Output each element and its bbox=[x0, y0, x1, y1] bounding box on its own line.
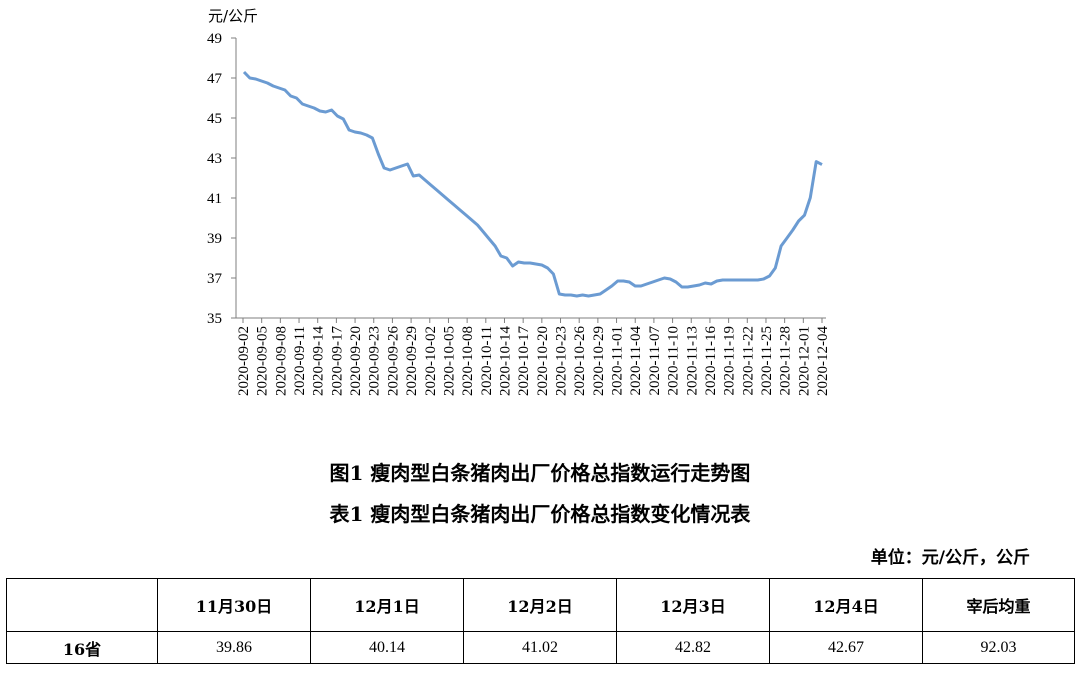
header-cell-weight: 宰后均重 bbox=[922, 578, 1075, 632]
header-cell-dec4: 12月4日 bbox=[769, 578, 923, 632]
table-header-row: 11月30日 12月1日 12月2日 12月3日 12月4日 宰后均重 bbox=[6, 578, 1075, 632]
x-tick-label: 2020-11-10 bbox=[666, 326, 682, 395]
cell-nov30: 39.86 bbox=[157, 631, 311, 664]
x-tick-label: 2020-10-17 bbox=[516, 326, 532, 396]
cell-dec4: 42.67 bbox=[769, 631, 923, 664]
y-axis-title: 元/公斤 bbox=[208, 7, 258, 25]
x-tick-label: 2020-09-08 bbox=[273, 326, 289, 396]
y-tick-label: 45 bbox=[207, 111, 222, 127]
series-line bbox=[242, 70, 823, 298]
x-tick-label: 2020-09-23 bbox=[367, 326, 383, 396]
y-tick-labels: 35 37 39 41 43 45 47 49 bbox=[207, 31, 223, 327]
y-tick-label: 41 bbox=[207, 191, 222, 207]
x-tick-label: 2020-09-17 bbox=[329, 326, 345, 396]
figure-caption: 图1 瘦肉型白条猪肉出厂价格总指数运行走势图 bbox=[329, 461, 751, 485]
y-tick-label: 43 bbox=[207, 151, 222, 167]
x-tick-labels: 2020-09-02 2020-09-05 2020-09-08 2020-09-11… bbox=[236, 326, 831, 396]
cell-dec1: 40.14 bbox=[310, 631, 464, 664]
row-label: 16省 bbox=[6, 631, 158, 664]
cell-dec3: 42.82 bbox=[616, 631, 770, 664]
cell-dec2: 41.02 bbox=[463, 631, 617, 664]
axes bbox=[231, 37, 826, 323]
header-cell-blank bbox=[6, 578, 158, 632]
x-tick-label: 2020-11-28 bbox=[778, 326, 794, 395]
x-tick-label: 2020-11-07 bbox=[647, 326, 663, 396]
x-tick-label: 2020-10-11 bbox=[479, 326, 495, 395]
x-tick-label: 2020-10-23 bbox=[554, 326, 570, 396]
y-tick-label: 35 bbox=[207, 311, 222, 327]
header-cell-dec1: 12月1日 bbox=[310, 578, 464, 632]
x-tick-label: 2020-11-01 bbox=[610, 326, 626, 395]
x-tick-label: 2020-10-20 bbox=[535, 326, 551, 396]
x-tick-label: 2020-09-11 bbox=[292, 326, 308, 395]
x-tick-label: 2020-09-29 bbox=[404, 326, 420, 396]
header-cell-dec2: 12月2日 bbox=[463, 578, 617, 632]
x-tick-label: 2020-11-22 bbox=[740, 326, 756, 395]
x-tick-label: 2020-09-26 bbox=[385, 326, 401, 396]
x-tick-label: 2020-09-05 bbox=[255, 326, 271, 396]
x-tick-label: 2020-10-08 bbox=[460, 326, 476, 396]
table-row: 16省 39.86 40.14 41.02 42.82 42.67 92.03 bbox=[6, 631, 1075, 664]
x-tick-label: 2020-11-16 bbox=[703, 326, 719, 396]
header-cell-nov30: 11月30日 bbox=[157, 578, 311, 632]
x-tick-label: 2020-10-26 bbox=[572, 326, 588, 396]
y-tick-label: 47 bbox=[207, 71, 223, 87]
x-tick-label: 2020-11-25 bbox=[759, 326, 775, 395]
x-tick-label: 2020-11-04 bbox=[628, 326, 644, 396]
x-tick-label: 2020-12-04 bbox=[815, 326, 831, 396]
x-tick-label: 2020-10-29 bbox=[591, 326, 607, 396]
x-tick-label: 2020-11-13 bbox=[684, 326, 700, 395]
x-tick-label: 2020-10-14 bbox=[498, 326, 514, 396]
cell-weight: 92.03 bbox=[922, 631, 1075, 664]
y-tick-label: 37 bbox=[207, 271, 223, 287]
y-tick-label: 49 bbox=[207, 31, 222, 47]
x-tick-label: 2020-09-14 bbox=[311, 326, 327, 396]
y-tick-label: 39 bbox=[207, 231, 222, 247]
unit-label: 单位：元/公斤，公斤 bbox=[870, 548, 1030, 568]
x-tick-label: 2020-09-02 bbox=[236, 326, 252, 396]
x-tick-label: 2020-10-05 bbox=[442, 326, 458, 396]
table-caption: 表1 瘦肉型白条猪肉出厂价格总指数变化情况表 bbox=[329, 502, 751, 526]
x-tick-label: 2020-11-19 bbox=[722, 326, 738, 395]
price-table: 11月30日 12月1日 12月2日 12月3日 12月4日 宰后均重 16省 … bbox=[6, 578, 1075, 664]
x-tick-label: 2020-10-02 bbox=[423, 326, 439, 396]
x-tick-label: 2020-09-20 bbox=[348, 326, 364, 396]
header-cell-dec3: 12月3日 bbox=[616, 578, 770, 632]
x-tick-label: 2020-12-01 bbox=[796, 326, 812, 396]
